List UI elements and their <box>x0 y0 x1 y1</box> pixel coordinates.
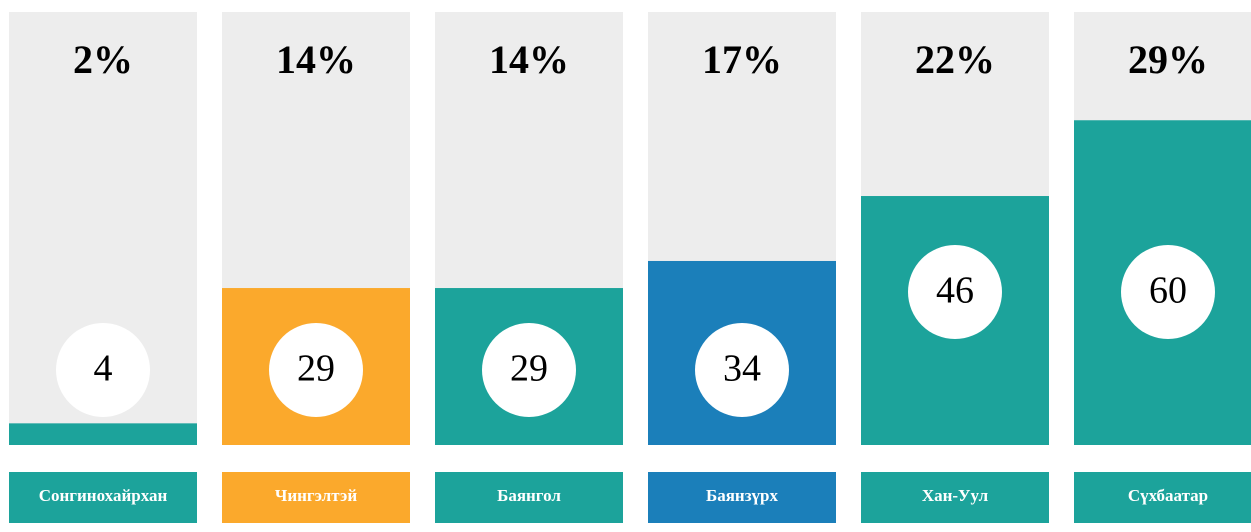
value-label: 29 <box>510 348 548 390</box>
share-label: 17% <box>702 37 782 82</box>
category-label: Сүхбаатар <box>1128 486 1208 505</box>
category-box <box>435 472 623 523</box>
value-circle <box>56 323 150 417</box>
category-label: Баянгол <box>497 486 561 505</box>
value-circle <box>695 323 789 417</box>
share-label: 22% <box>915 37 995 82</box>
value-label: 4 <box>94 348 113 390</box>
share-label: 29% <box>1128 37 1208 82</box>
category-box <box>9 472 197 523</box>
value-label: 29 <box>297 348 335 390</box>
value-circle <box>908 245 1002 339</box>
value-label: 46 <box>936 270 974 312</box>
value-circle <box>269 323 363 417</box>
value-circle <box>1121 245 1215 339</box>
share-label: 14% <box>489 37 569 82</box>
share-label: 2% <box>73 37 133 82</box>
value-circle <box>482 323 576 417</box>
category-label: Баянзүрх <box>706 486 779 505</box>
category-box <box>1074 472 1251 523</box>
category-label: Чингэлтэй <box>275 486 357 505</box>
category-box <box>222 472 410 523</box>
category-box <box>861 472 1049 523</box>
category-label: Сонгинохайрхан <box>39 486 168 505</box>
category-label: Хан-Уул <box>922 486 989 505</box>
share-label: 14% <box>276 37 356 82</box>
value-label: 60 <box>1149 270 1187 312</box>
bar <box>9 423 197 445</box>
value-label: 34 <box>723 348 761 390</box>
category-box <box>648 472 836 523</box>
